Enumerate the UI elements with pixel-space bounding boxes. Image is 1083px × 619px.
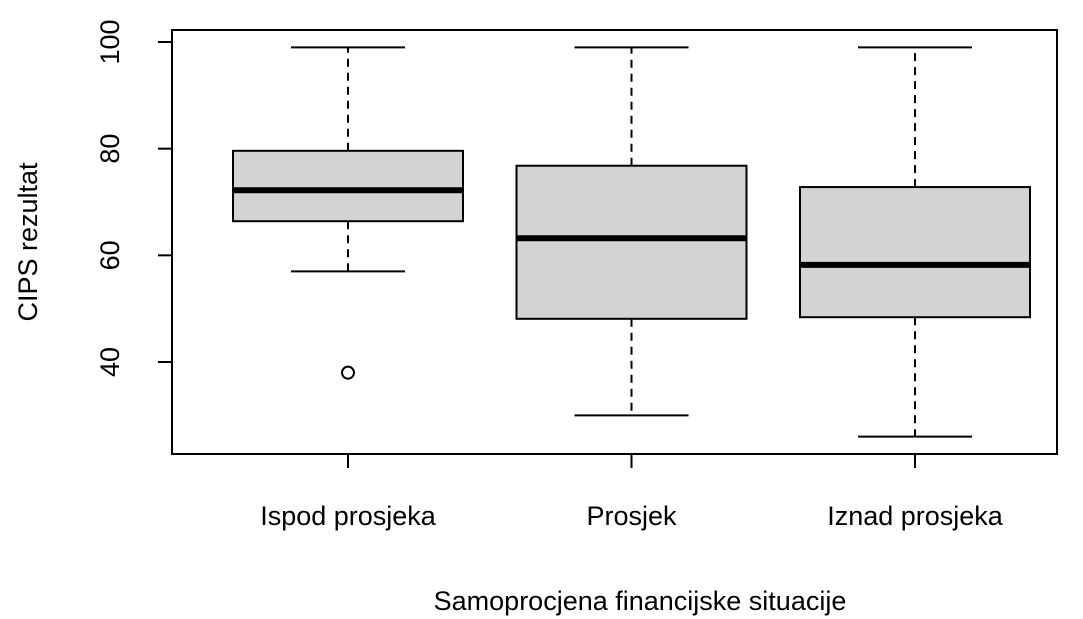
y-axis-label: CIPS rezultat — [13, 162, 43, 322]
box — [515, 164, 748, 320]
y-tick-label: 100 — [95, 19, 125, 64]
outlier — [341, 365, 355, 380]
box — [799, 186, 1031, 319]
plot-frame — [171, 29, 1058, 455]
x-tick-label: Prosjek — [586, 501, 677, 531]
x-tick-label: Ispod prosjeka — [260, 501, 437, 531]
box — [232, 149, 464, 223]
y-tick-label: 40 — [95, 347, 125, 377]
x-tick-label: Iznad prosjeka — [827, 501, 1004, 531]
x-axis-label: Samoprocjena financijske situacije — [434, 586, 847, 616]
y-tick-label: 60 — [95, 240, 125, 270]
y-tick-label: 80 — [95, 134, 125, 164]
